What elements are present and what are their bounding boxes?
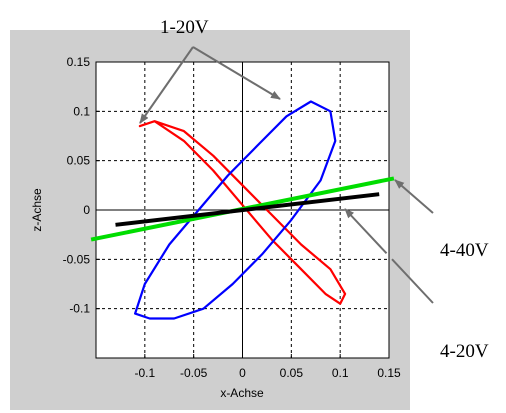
arrow-4-40v bbox=[394, 179, 434, 214]
series-3-trace bbox=[115, 192, 380, 227]
arrow-1-20v-blue bbox=[192, 46, 281, 100]
y-tick-label: 0.1 bbox=[73, 104, 90, 118]
y-tick-labels: 0.15 0.1 0.05 0 -0.05 -0.1 bbox=[63, 55, 100, 316]
x-tick-label: 0.1 bbox=[332, 366, 349, 380]
x-tick-label: 0 bbox=[239, 366, 246, 380]
y-tick-label: -0.05 bbox=[63, 252, 91, 266]
y-tick-label: 0.05 bbox=[67, 154, 91, 168]
x-tick-label: -0.1 bbox=[134, 366, 155, 380]
y-tick-label: 0 bbox=[83, 203, 90, 217]
annotation-4-20v: 4-20V bbox=[440, 341, 489, 362]
x-axis-label: x-Achse bbox=[220, 386, 264, 400]
x-tick-label: 0.05 bbox=[280, 366, 304, 380]
series-group bbox=[90, 100, 395, 320]
arrow-1-20v-red bbox=[139, 46, 194, 124]
arrow-4-20v bbox=[344, 208, 434, 304]
x-tick-label: 0.15 bbox=[377, 366, 401, 380]
annotation-1-20v: 1-20V bbox=[160, 17, 209, 38]
y-axis-label: z-Achse bbox=[30, 188, 44, 232]
annotation-4-40v: 4-40V bbox=[440, 240, 489, 261]
series-0-trace bbox=[138, 120, 347, 305]
x-tick-labels: -0.1 -0.05 0 0.05 0.1 0.15 bbox=[134, 354, 401, 380]
y-tick-label: -0.1 bbox=[69, 302, 90, 316]
x-tick-label: -0.05 bbox=[180, 366, 208, 380]
annotation-arrows bbox=[139, 46, 434, 304]
y-tick-label: 0.15 bbox=[67, 55, 91, 69]
